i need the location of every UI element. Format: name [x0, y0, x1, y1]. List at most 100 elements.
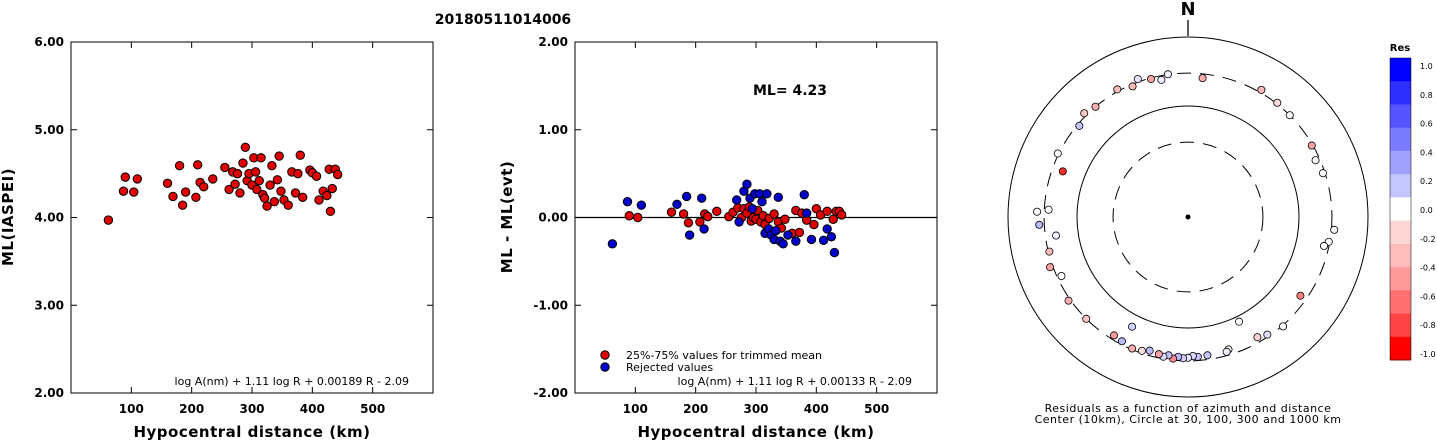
- residual-point: [1044, 205, 1053, 214]
- residual-point: [1253, 333, 1262, 342]
- data-point: [174, 161, 185, 171]
- data-point: [250, 167, 261, 177]
- trimmed-mean-point: [678, 209, 689, 219]
- axis-ticks: 100 200 300 400 500 2.00 3.00 4.00 5.00 6.00: [34, 35, 433, 416]
- residual-point: [1113, 85, 1122, 94]
- rejected-point: [818, 235, 829, 246]
- colorbar-tick-label: -0.4: [1420, 264, 1436, 273]
- data-point: [252, 184, 262, 195]
- colorbar-band: [1390, 150, 1411, 175]
- x-tick-label: 400: [804, 402, 829, 416]
- data-point: [327, 183, 337, 194]
- caption-line-1: Residuals as a function of azimuth and d…: [1045, 402, 1332, 415]
- data-point: [332, 169, 343, 180]
- rejected-point: [822, 224, 832, 234]
- rejected-point: [672, 199, 682, 210]
- residual-point: [1307, 141, 1316, 150]
- residual-point: [1053, 149, 1062, 158]
- data-point: [325, 206, 336, 217]
- residual-point: [1257, 85, 1266, 94]
- residual-point: [1128, 322, 1137, 331]
- residual-points: [1033, 70, 1339, 363]
- colorbar-band: [1390, 336, 1411, 361]
- colorbar-band: [1390, 313, 1411, 338]
- x-axis-label: Hypocentral distance (km): [637, 423, 874, 441]
- rejected-point: [773, 192, 784, 203]
- rejected-point: [801, 208, 812, 218]
- x-tick-label: 100: [119, 402, 144, 416]
- rejected-point: [799, 189, 809, 200]
- residual-point: [1052, 231, 1061, 240]
- residual-point: [1145, 346, 1154, 355]
- x-tick-label: 200: [179, 402, 204, 416]
- data-point: [267, 161, 277, 171]
- y-tick-label: -2.00: [533, 386, 568, 400]
- data-point: [259, 193, 270, 203]
- residual-point: [1296, 291, 1305, 300]
- colorbar-tick-label: -1.0: [1420, 350, 1436, 359]
- data-point: [208, 174, 218, 184]
- data-point: [290, 188, 301, 198]
- residual-point: [1128, 344, 1137, 353]
- colorbar-tick-label: -0.6: [1420, 292, 1436, 301]
- trimmed-mean-point: [822, 206, 832, 217]
- trimmed-mean-point: [695, 217, 705, 227]
- rejected-point: [791, 236, 801, 246]
- ml-vs-distance-panel: 100 200 300 400 500 2.00 3.00 4.00 5.00 6.00 Hypo…: [0, 35, 434, 441]
- legend-marker-rejected: [600, 362, 610, 372]
- colorbar-band: [1390, 267, 1411, 291]
- residual-point: [1273, 98, 1282, 107]
- residual-point: [1320, 241, 1329, 250]
- y-tick-label: -1.00: [533, 298, 568, 312]
- data-point: [262, 201, 272, 211]
- formula-label: log A(nm) + 1.11 log R + 0.00189 R - 2.0…: [175, 375, 409, 388]
- colorbar-tick-label: 0.6: [1420, 120, 1433, 129]
- data-point: [129, 187, 139, 197]
- data-point: [265, 180, 275, 190]
- x-tick-label: 400: [300, 402, 325, 416]
- azimuth-residual-panel: N Residuals as a function of azimuth and…: [1007, 0, 1369, 426]
- data-point: [230, 179, 240, 189]
- trimmed-mean-point: [809, 219, 819, 230]
- plot-frame: [70, 41, 434, 394]
- rejected-point: [829, 247, 840, 258]
- rejected-point: [636, 200, 647, 210]
- data-point: [272, 175, 283, 185]
- colorbar-tick-label: 0.0: [1420, 206, 1433, 215]
- data-point: [254, 175, 264, 186]
- residual-point: [1137, 346, 1146, 355]
- residual-point: [1163, 70, 1172, 79]
- data-point: [322, 190, 332, 201]
- data-point: [311, 171, 322, 181]
- residual-point: [1235, 317, 1244, 326]
- data-point: [274, 151, 284, 161]
- residual-point: [1064, 296, 1073, 305]
- ml-value-label: ML= 4.23: [753, 83, 827, 99]
- rejected-point: [826, 232, 837, 242]
- trimmed-mean-point: [794, 227, 805, 238]
- rejected-point: [731, 195, 742, 205]
- residual-point: [1311, 156, 1320, 165]
- colorbar-band: [1390, 81, 1411, 105]
- colorbar-title: Res: [1390, 43, 1410, 54]
- colorbar-labels: 1.0 0.8 0.6 0.4 0.2 0.0 -0.2 -0.4 -0.6 -0.8 -1.0: [1420, 62, 1436, 359]
- data-point: [314, 195, 324, 205]
- y-tick-label: 3.00: [34, 298, 64, 312]
- residual-point: [1154, 350, 1163, 359]
- data-point: [168, 191, 178, 202]
- residual-point: [1128, 82, 1137, 91]
- colorbar-frame: [1389, 57, 1412, 361]
- data-point: [177, 200, 188, 210]
- colorbar-band: [1390, 174, 1411, 198]
- x-tick-label: 200: [683, 402, 708, 416]
- trimmed-mean-point: [828, 214, 838, 224]
- residual-point: [1147, 74, 1156, 83]
- data-point: [120, 172, 131, 182]
- colorbar-tick-label: 1.0: [1420, 62, 1433, 71]
- residual-point: [1091, 102, 1100, 111]
- rejected-point: [757, 197, 767, 207]
- trimmed-mean-point: [769, 209, 779, 219]
- x-tick-label: 500: [360, 402, 385, 416]
